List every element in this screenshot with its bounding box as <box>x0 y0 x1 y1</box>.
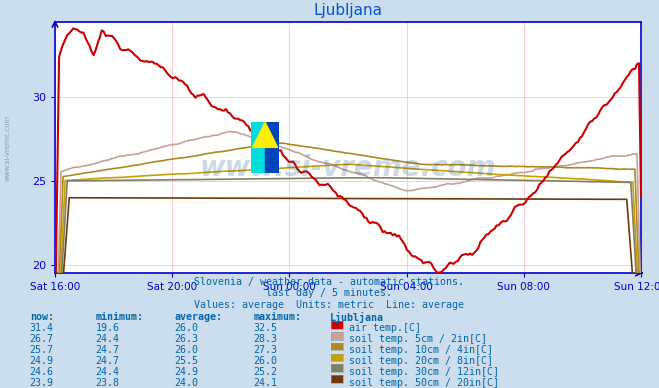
Polygon shape <box>265 122 279 173</box>
Text: average:: average: <box>175 312 223 322</box>
Polygon shape <box>252 122 277 147</box>
Text: 31.4: 31.4 <box>30 323 53 333</box>
Text: www.si-vreme.com: www.si-vreme.com <box>5 114 11 180</box>
Text: 24.9: 24.9 <box>175 367 198 377</box>
Text: 25.7: 25.7 <box>30 345 53 355</box>
Text: 24.4: 24.4 <box>96 367 119 377</box>
Text: Slovenia / weather data - automatic stations.: Slovenia / weather data - automatic stat… <box>194 277 465 288</box>
Text: 25.5: 25.5 <box>175 356 198 366</box>
Text: 24.1: 24.1 <box>254 378 277 388</box>
Title: Ljubljana: Ljubljana <box>314 3 382 18</box>
Text: soil temp. 10cm / 4in[C]: soil temp. 10cm / 4in[C] <box>349 345 494 355</box>
Text: 26.0: 26.0 <box>254 356 277 366</box>
Text: 24.0: 24.0 <box>175 378 198 388</box>
Text: 25.2: 25.2 <box>254 367 277 377</box>
Text: 24.7: 24.7 <box>96 345 119 355</box>
Text: 26.0: 26.0 <box>175 323 198 333</box>
Text: 26.7: 26.7 <box>30 334 53 344</box>
Text: 27.3: 27.3 <box>254 345 277 355</box>
Text: now:: now: <box>30 312 53 322</box>
Text: 19.6: 19.6 <box>96 323 119 333</box>
Text: last day / 5 minutes.: last day / 5 minutes. <box>266 288 393 298</box>
Text: 24.4: 24.4 <box>96 334 119 344</box>
Text: www.si-vreme.com: www.si-vreme.com <box>200 154 496 182</box>
Text: minimum:: minimum: <box>96 312 144 322</box>
Text: 32.5: 32.5 <box>254 323 277 333</box>
Text: 28.3: 28.3 <box>254 334 277 344</box>
Text: 26.0: 26.0 <box>175 345 198 355</box>
Text: soil temp. 5cm / 2in[C]: soil temp. 5cm / 2in[C] <box>349 334 487 344</box>
Text: 23.9: 23.9 <box>30 378 53 388</box>
Text: maximum:: maximum: <box>254 312 302 322</box>
Text: soil temp. 30cm / 12in[C]: soil temp. 30cm / 12in[C] <box>349 367 500 377</box>
Text: 23.8: 23.8 <box>96 378 119 388</box>
Text: 24.6: 24.6 <box>30 367 53 377</box>
Text: 24.9: 24.9 <box>30 356 53 366</box>
Text: Ljubljana: Ljubljana <box>330 312 384 323</box>
Text: 26.3: 26.3 <box>175 334 198 344</box>
Text: 24.7: 24.7 <box>96 356 119 366</box>
Text: Values: average  Units: metric  Line: average: Values: average Units: metric Line: aver… <box>194 300 465 310</box>
Text: air temp.[C]: air temp.[C] <box>349 323 421 333</box>
Polygon shape <box>251 122 265 173</box>
Text: soil temp. 20cm / 8in[C]: soil temp. 20cm / 8in[C] <box>349 356 494 366</box>
Text: soil temp. 50cm / 20in[C]: soil temp. 50cm / 20in[C] <box>349 378 500 388</box>
